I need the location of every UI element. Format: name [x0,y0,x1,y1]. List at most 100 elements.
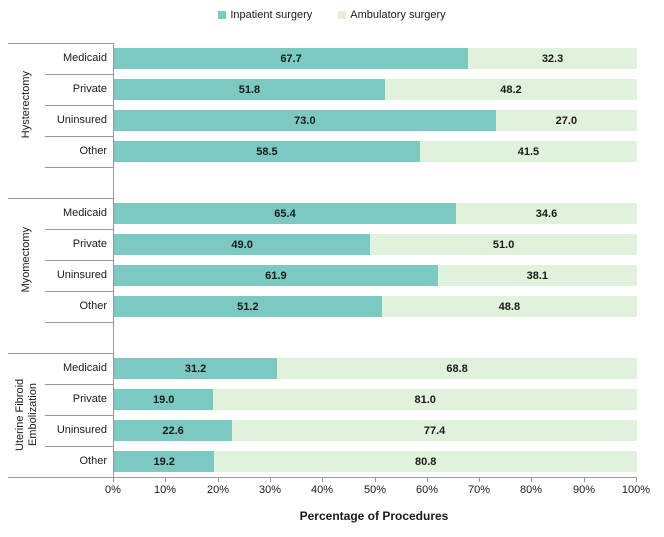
bar-segment-ambulatory-surgery: 38.1 [437,265,637,286]
bar-segment-ambulatory-surgery: 41.5 [419,141,637,162]
bar-segment-inpatient-surgery: 19.2 [114,451,215,472]
group-label-uterine-fibroid-embolization: Uterine Fibroid Embolization [8,353,45,477]
category-tick-line [45,105,113,106]
segment-value-label: 49.0 [231,238,253,251]
bar-row-uterine-fibroid-embolization-private: 19.0 81.0 [114,389,637,410]
bar-segment-inpatient-surgery: 19.0 [114,389,214,410]
group-separator-line [8,43,113,44]
bar-row-myomectomy-medicaid: 65.4 34.6 [114,203,637,224]
bar-segment-ambulatory-surgery: 48.8 [381,296,637,317]
bar-row-uterine-fibroid-embolization-uninsured: 22.6 77.4 [114,420,637,441]
segment-value-label: 68.8 [446,362,468,375]
x-tick-mark [270,477,271,482]
bar-segment-inpatient-surgery: 22.6 [114,420,233,441]
group-label-hysterectomy: Hysterectomy [8,43,45,167]
segment-value-label: 48.2 [500,83,522,96]
category-label-medicaid: Medicaid [62,207,107,219]
bar-segment-inpatient-surgery: 58.5 [114,141,420,162]
x-tick-label: 90% [572,484,596,496]
category-label-other: Other [79,145,107,157]
bar-row-myomectomy-private: 49.0 51.0 [114,234,637,255]
bar-segment-ambulatory-surgery: 48.2 [384,79,637,100]
legend-label-inpatient: Inpatient surgery [230,9,313,21]
segment-value-label: 65.4 [274,207,296,220]
legend-item-ambulatory: Ambulatory surgery [338,9,446,21]
bar-segment-ambulatory-surgery: 81.0 [213,389,637,410]
bar-row-myomectomy-other: 51.2 48.8 [114,296,637,317]
y-axis-line [113,43,114,478]
group-separator-line [8,353,113,354]
segment-value-label: 77.4 [423,424,446,437]
bar-segment-inpatient-surgery: 65.4 [114,203,457,224]
bar-segment-inpatient-surgery: 61.9 [114,265,438,286]
bar-segment-ambulatory-surgery: 68.8 [277,358,637,379]
category-label-private: Private [72,238,107,250]
segment-value-label: 22.6 [162,424,184,437]
bar-segment-inpatient-surgery: 31.2 [114,358,278,379]
group-label-myomectomy: Myomectomy [8,198,45,322]
category-label-private: Private [72,83,107,95]
segment-value-label: 51.0 [492,238,515,251]
x-tick-label: 30% [258,484,282,496]
x-tick-mark [375,477,376,482]
legend-label-ambulatory: Ambulatory surgery [350,9,446,21]
category-label-uninsured: Uninsured [56,269,107,281]
bar-segment-inpatient-surgery: 73.0 [114,110,496,131]
bar-row-uterine-fibroid-embolization-other: 19.2 80.8 [114,451,637,472]
category-tick-line [45,291,113,292]
segment-value-label: 31.2 [184,362,207,375]
segment-value-label: 32.3 [541,52,564,65]
x-axis-title: Percentage of Procedures [299,509,449,523]
group-label-text: Hysterectomy [20,71,32,139]
x-tick-mark [218,477,219,482]
group-separator-line [8,198,113,199]
category-label-medicaid: Medicaid [62,362,107,374]
x-tick-mark [322,477,323,482]
bar-row-uterine-fibroid-embolization-medicaid: 31.2 68.8 [114,358,637,379]
bar-segment-ambulatory-surgery: 80.8 [214,451,637,472]
category-tick-line [45,74,113,75]
segment-value-label: 58.5 [256,145,278,158]
x-tick-label: 0% [105,484,121,496]
x-tick-mark [479,477,480,482]
category-label-private: Private [72,393,107,405]
x-tick-label: 60% [415,484,439,496]
category-label-other: Other [79,455,107,467]
group-label-text: Myomectomy [20,227,32,293]
x-tick-mark [427,477,428,482]
x-tick-mark [636,477,637,482]
segment-value-label: 80.8 [414,455,437,468]
category-label-medicaid: Medicaid [62,52,107,64]
x-tick-label: 20% [206,484,230,496]
bar-segment-ambulatory-surgery: 27.0 [495,110,637,131]
segment-value-label: 34.6 [535,207,558,220]
category-label-other: Other [79,300,107,312]
bar-row-hysterectomy-medicaid: 67.7 32.3 [114,48,637,69]
category-label-uninsured: Uninsured [56,424,107,436]
x-tick-mark [584,477,585,482]
x-tick-label: 80% [519,484,543,496]
bar-segment-ambulatory-surgery: 32.3 [468,48,637,69]
bar-segment-ambulatory-surgery: 51.0 [370,234,637,255]
x-tick-label: 40% [310,484,334,496]
category-tick-line [45,229,113,230]
bar-row-hysterectomy-uninsured: 73.0 27.0 [114,110,637,131]
segment-value-label: 51.8 [238,83,261,96]
x-tick-mark [531,477,532,482]
x-tick-label: 100% [621,484,651,496]
legend-item-inpatient: Inpatient surgery [218,9,312,21]
segment-value-label: 41.5 [517,145,540,158]
group-label-text: Uterine Fibroid Embolization [13,378,39,452]
segment-value-label: 19.0 [152,393,175,406]
x-tick-label: 10% [153,484,177,496]
segment-value-label: 81.0 [414,393,436,406]
category-tick-line [45,260,113,261]
segment-value-label: 51.2 [237,300,259,313]
x-tick-mark [113,477,114,482]
category-tick-line [45,415,113,416]
category-tick-line [45,167,113,168]
legend: Inpatient surgery Ambulatory surgery [0,9,664,21]
segment-value-label: 19.2 [153,455,175,468]
bar-row-hysterectomy-private: 51.8 48.2 [114,79,637,100]
